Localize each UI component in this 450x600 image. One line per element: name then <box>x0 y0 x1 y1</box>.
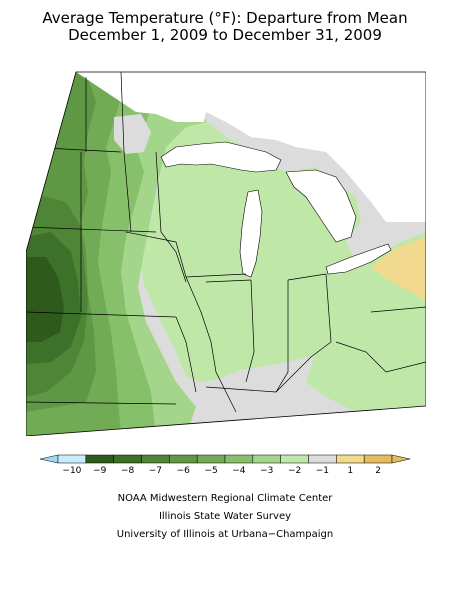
legend-low-arrow <box>40 454 59 464</box>
state-boundaries <box>26 72 426 413</box>
zone-minus-9 <box>26 257 64 342</box>
map-frame <box>26 71 426 436</box>
legend-tick-label: 2 <box>375 466 381 476</box>
legend-tick-label: −2 <box>288 466 301 476</box>
legend-tick-label: −6 <box>177 466 191 476</box>
map-title-line-2: December 1, 2009 to December 31, 2009 <box>68 26 382 44</box>
legend-tick-label: −10 <box>62 466 81 476</box>
zone-minus-2-east <box>306 247 426 412</box>
map-title-line-1: Average Temperature (°F): Departure from… <box>42 9 408 27</box>
lake-erie <box>325 243 392 275</box>
canada-region <box>76 72 426 222</box>
zone-minus-2-michigan <box>270 192 298 252</box>
credit-line-1: NOAA Midwestern Regional Climate Center <box>117 493 333 504</box>
legend-swatch <box>113 454 142 464</box>
lake-huron <box>285 169 357 243</box>
legend-tick-label: −4 <box>232 466 246 476</box>
credit-line-3: University of Illinois at Urbana−Champai… <box>116 529 334 540</box>
legend-swatch <box>363 454 393 464</box>
lake-michigan <box>239 189 263 278</box>
legend-tick-label: −9 <box>93 466 107 476</box>
legend-swatch <box>141 454 170 464</box>
legend-tick-label: −8 <box>121 466 135 476</box>
legend-tick-label: −5 <box>204 466 217 476</box>
legend-tick-label: 1 <box>347 466 353 476</box>
legend-swatch <box>85 454 114 464</box>
temperature-departure-map <box>26 71 426 436</box>
zone-plus-1 <box>371 237 426 302</box>
legend-swatch <box>224 454 254 464</box>
legend-swatch <box>252 454 281 464</box>
legend-swatch <box>280 454 309 464</box>
legend-high-arrow <box>391 454 410 464</box>
legend-swatch <box>196 454 226 464</box>
legend-swatch <box>308 454 337 464</box>
legend-tick-label: −7 <box>149 466 162 476</box>
lake-superior <box>160 141 282 173</box>
credit-line-2: Illinois State Water Survey <box>158 511 292 522</box>
legend-swatch <box>336 454 365 464</box>
color-legend: −10 −9 −8 −7 −6 −5 −4 −3 −2 −1 1 2 <box>40 454 410 476</box>
legend-tick-label: −3 <box>260 466 273 476</box>
legend-tick-label: −1 <box>316 466 329 476</box>
legend-swatch <box>169 454 198 464</box>
legend-swatch <box>57 454 87 464</box>
